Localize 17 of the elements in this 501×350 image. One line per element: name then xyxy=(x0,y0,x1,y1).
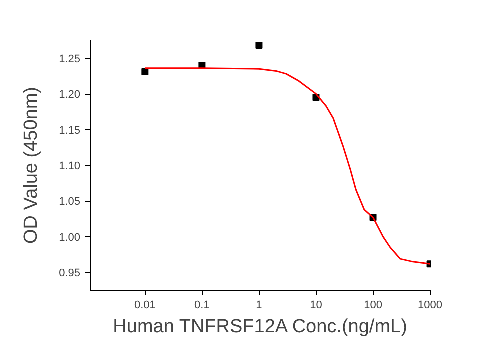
x-tick-label: 1000 xyxy=(418,300,443,312)
y-axis-title: OD Value (450nm) xyxy=(21,86,42,244)
y-tick-label: 1.15 xyxy=(59,124,81,137)
y-tick-label: 1.00 xyxy=(59,232,81,244)
x-tick-label: 10 xyxy=(310,300,322,312)
point xyxy=(256,42,263,49)
y-tick-label: 1.05 xyxy=(59,196,81,208)
x-tick-label: 1 xyxy=(256,300,262,312)
x-tick-label: 100 xyxy=(364,300,382,312)
y-tick-label: 1.10 xyxy=(59,160,81,172)
point xyxy=(142,68,149,76)
y-tick-label: 1.20 xyxy=(59,89,81,102)
x-tick-label: 0.01 xyxy=(134,300,156,312)
x-axis-title: Human TNFRSF12A Conc.(ng/mL) xyxy=(113,316,408,338)
y-tick-label: 1.25 xyxy=(59,53,81,66)
y-tick-label: 0.95 xyxy=(59,268,81,280)
x-tick-label: 0.1 xyxy=(194,300,210,312)
